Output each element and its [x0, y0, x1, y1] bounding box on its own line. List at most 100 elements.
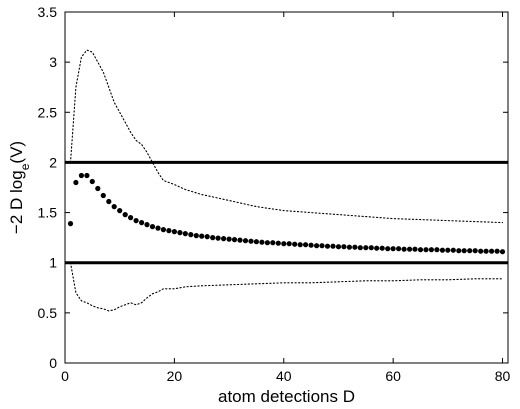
data-point: [177, 230, 183, 236]
data-point: [297, 242, 303, 248]
data-point: [242, 238, 249, 244]
data-point: [275, 240, 281, 246]
data-point: [221, 236, 227, 242]
data-point: [450, 247, 456, 253]
x-axis-label: atom detections D: [218, 387, 355, 406]
data-point: [483, 248, 489, 254]
data-point: [237, 237, 243, 243]
data-point: [461, 248, 467, 254]
y-tick-label: 1.5: [38, 205, 58, 221]
data-point: [423, 247, 429, 253]
data-point: [286, 241, 292, 247]
data-point: [259, 239, 265, 245]
data-point: [155, 225, 161, 231]
y-tick-label: 3: [49, 54, 57, 70]
data-point: [73, 179, 79, 186]
data-point: [193, 233, 199, 239]
data-point: [106, 198, 112, 205]
data-point: [407, 246, 413, 252]
data-point: [78, 172, 84, 179]
data-point: [368, 245, 374, 251]
data-point: [357, 245, 363, 251]
data-point: [270, 240, 276, 246]
data-point: [281, 241, 287, 247]
data-point: [264, 240, 270, 246]
x-tick-label: 40: [276, 368, 292, 384]
data-point: [199, 233, 205, 239]
data-point: [149, 224, 156, 230]
data-point: [434, 247, 440, 253]
data-point: [292, 241, 298, 247]
data-point: [412, 246, 418, 252]
data-point: [417, 247, 424, 253]
data-point: [319, 243, 325, 249]
data-point: [111, 204, 117, 210]
data-point: [231, 237, 238, 243]
y-axis-label-subscript: e: [18, 163, 32, 170]
data-point: [489, 248, 495, 254]
reference-lines: [65, 160, 508, 265]
lower-bound-line: [69, 262, 504, 312]
data-point: [499, 249, 506, 255]
x-tick-label: 0: [61, 368, 69, 384]
data-point: [303, 242, 309, 248]
data-point: [390, 246, 396, 252]
data-point: [335, 244, 342, 250]
data-point: [100, 192, 106, 199]
data-point: [139, 220, 145, 226]
data-point: [128, 215, 134, 221]
data-point: [188, 232, 194, 238]
data-point: [363, 245, 369, 251]
y-tick-label: 3.5: [38, 4, 58, 20]
y-tick-label: 2.5: [38, 104, 58, 120]
data-point: [341, 244, 347, 250]
data-point: [182, 231, 188, 237]
data-point: [346, 244, 352, 250]
data-point: [166, 228, 172, 234]
data-point: [89, 178, 95, 185]
data-point: [439, 247, 445, 253]
y-tick-label: 1: [49, 255, 57, 271]
data-point: [248, 238, 254, 244]
plot-frame: [64, 11, 509, 364]
data-point: [396, 246, 402, 252]
data-point: [204, 234, 210, 240]
data-points: [67, 172, 506, 255]
data-point: [385, 246, 391, 252]
x-tick-label: 60: [385, 368, 401, 384]
data-point: [160, 227, 166, 233]
data-point: [67, 221, 74, 227]
y-tick-label: 0.5: [38, 305, 58, 321]
data-point: [308, 242, 314, 248]
data-point: [352, 244, 358, 250]
data-point: [144, 222, 150, 228]
data-point: [253, 239, 259, 245]
data-point: [324, 243, 331, 249]
upper-bound-line: [69, 49, 504, 224]
data-point: [95, 185, 101, 192]
data-point: [226, 236, 232, 242]
data-point: [472, 248, 478, 254]
y-tick-label: 0: [49, 355, 57, 371]
data-point: [314, 243, 320, 249]
data-point: [374, 245, 380, 251]
data-point: [330, 243, 336, 249]
y-axis-label: −2 D loge(V): [7, 141, 32, 234]
data-point: [215, 235, 221, 241]
y-axis-label-prefix: −2 D log: [7, 170, 26, 234]
data-point: [478, 248, 484, 254]
confidence-bounds: [69, 49, 504, 312]
data-point: [122, 212, 128, 218]
data-point: [171, 229, 177, 235]
y-tick-label: 2: [49, 154, 57, 170]
data-point: [445, 247, 451, 253]
data-point: [467, 248, 473, 254]
data-point: [117, 208, 123, 214]
axis-ticks: 0 20 40 60 80 0 0.5 1 1.5 2 2.5 3 3.5: [38, 4, 511, 384]
x-tick-label: 80: [495, 368, 511, 384]
data-point: [379, 245, 385, 251]
data-point: [401, 246, 407, 252]
data-point: [133, 218, 139, 224]
data-point: [428, 247, 434, 253]
